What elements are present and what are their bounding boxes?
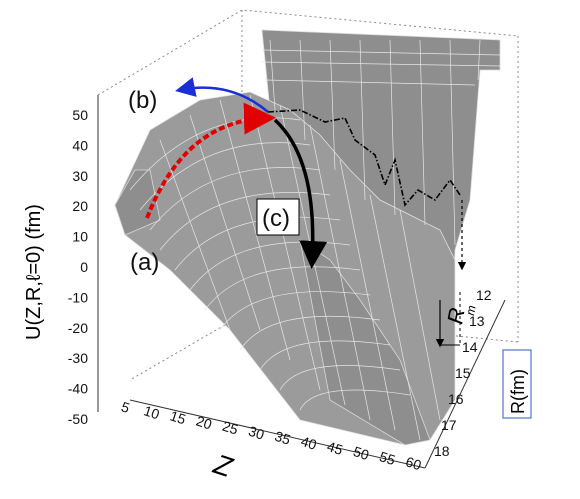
x-tick: 55	[377, 448, 397, 468]
label-c-box: (c)	[256, 198, 300, 236]
y-tick: 14	[462, 339, 478, 355]
surface-mesh	[114, 29, 501, 446]
x-tick: 25	[220, 418, 240, 438]
y-ticks: 12 13 14 15 16 17 18	[434, 287, 492, 459]
dash-dot-path	[267, 109, 467, 271]
z-tick: 20	[72, 198, 88, 214]
z-tick: 0	[80, 259, 88, 275]
x-axis-label: Z	[209, 448, 237, 483]
y-axis-label: R(fm)	[508, 369, 528, 414]
x-tick: 50	[351, 443, 371, 463]
path-c-arrow	[273, 118, 328, 269]
z-tick: 50	[72, 107, 88, 123]
rm-label: R	[442, 306, 469, 326]
z-tick: 40	[72, 137, 88, 153]
x-tick: 10	[142, 402, 162, 422]
x-tick: 30	[247, 423, 267, 443]
z-tick: -50	[68, 411, 88, 427]
x-tick: 35	[273, 428, 293, 448]
y-tick: 13	[469, 313, 485, 329]
z-tick: -40	[68, 381, 88, 397]
path-a-arrow	[145, 102, 276, 219]
y-tick: 15	[455, 365, 471, 381]
label-b: (b)	[128, 87, 157, 114]
x-tick: 5	[119, 398, 132, 416]
x-tick: 45	[325, 438, 345, 458]
x-ticks: 5 10 15 20 25 30 35 40 45 50 55 60	[119, 398, 423, 473]
z-tick: -30	[68, 350, 88, 366]
z-ticks: 50 40 30 20 10 0 -10 -20 -30 -40 -50	[68, 107, 88, 427]
z-tick: -10	[68, 289, 88, 305]
x-tick: 40	[299, 433, 319, 453]
rm-indicator: R m	[435, 292, 479, 348]
y-axis-label-box: R(fm)	[502, 349, 532, 419]
y-tick: 18	[434, 443, 450, 459]
label-c: (c)	[262, 205, 290, 232]
rm-sub-label: m	[463, 304, 479, 316]
y-tick: 12	[476, 287, 492, 303]
x-tick: 20	[194, 413, 214, 433]
y-tick: 17	[441, 417, 457, 433]
label-a: (a)	[130, 249, 159, 276]
z-tick: -20	[68, 320, 88, 336]
y-tick: 16	[448, 391, 464, 407]
z-tick: 30	[72, 168, 88, 184]
z-axis-label: U(Z,R,ℓ=0) (fm)	[23, 204, 45, 340]
x-tick: 15	[168, 407, 188, 427]
x-tick: 60	[404, 453, 424, 473]
path-b-arrow	[175, 77, 269, 113]
z-tick: 10	[72, 229, 88, 245]
